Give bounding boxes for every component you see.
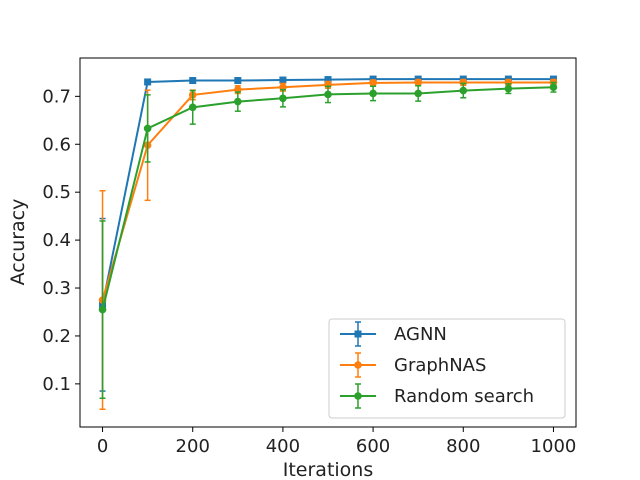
legend-marker <box>354 330 362 338</box>
legend-marker <box>354 361 362 369</box>
series-random-search <box>98 81 558 399</box>
y-tick-label: 0.1 <box>42 374 71 395</box>
y-tick-label: 0.2 <box>42 326 71 347</box>
legend-label: AGNN <box>394 324 447 345</box>
x-tick-label: 200 <box>176 436 210 457</box>
x-tick-label: 800 <box>446 436 480 457</box>
data-point <box>414 78 422 87</box>
data-point <box>279 76 287 84</box>
data-point <box>234 97 242 106</box>
legend-box <box>328 318 566 419</box>
data-point <box>459 78 468 87</box>
data-point <box>189 77 197 85</box>
legend-marker <box>354 392 362 400</box>
legend-entry: GraphNAS <box>340 352 486 378</box>
data-point <box>143 124 152 133</box>
y-tick-label: 0.4 <box>42 230 71 251</box>
x-tick-label: 0 <box>97 436 108 457</box>
series-line <box>101 81 554 301</box>
series-layer <box>98 75 558 411</box>
data-point <box>369 89 377 98</box>
x-tick-label: 600 <box>356 436 390 457</box>
data-point <box>414 89 422 98</box>
data-point <box>369 75 377 83</box>
y-tick-label: 0.3 <box>42 278 71 299</box>
axis-layer: 0 200 400 600 800 1000 0.1 0.2 0.3 0.4 0.5 0.6 0.7 <box>42 86 576 457</box>
data-point <box>98 305 107 314</box>
series-line <box>101 78 554 305</box>
y-tick-label: 0.5 <box>42 182 71 203</box>
x-axis-label: Iterations <box>283 459 374 480</box>
data-point <box>324 76 332 84</box>
y-axis-label: Accuracy <box>7 199 29 286</box>
data-point <box>324 90 332 99</box>
y-tick-label: 0.6 <box>42 134 71 155</box>
legend-label: GraphNAS <box>394 355 486 376</box>
x-tick-label: 1000 <box>531 436 577 457</box>
data-point <box>369 79 377 87</box>
data-point <box>188 103 197 112</box>
y-tick-label: 0.7 <box>42 86 71 107</box>
data-point <box>279 94 287 103</box>
legend: AGNN GraphNAS Random search <box>328 318 566 419</box>
legend-entry: AGNN <box>340 321 447 347</box>
data-point <box>459 86 468 95</box>
legend-entry: Random search <box>340 383 534 409</box>
plot-frame <box>79 57 577 428</box>
x-tick-label: 400 <box>266 436 300 457</box>
data-point <box>549 83 558 92</box>
data-point <box>234 77 242 85</box>
data-point <box>144 78 152 86</box>
legend-label: Random search <box>394 386 534 407</box>
data-point <box>504 84 513 93</box>
